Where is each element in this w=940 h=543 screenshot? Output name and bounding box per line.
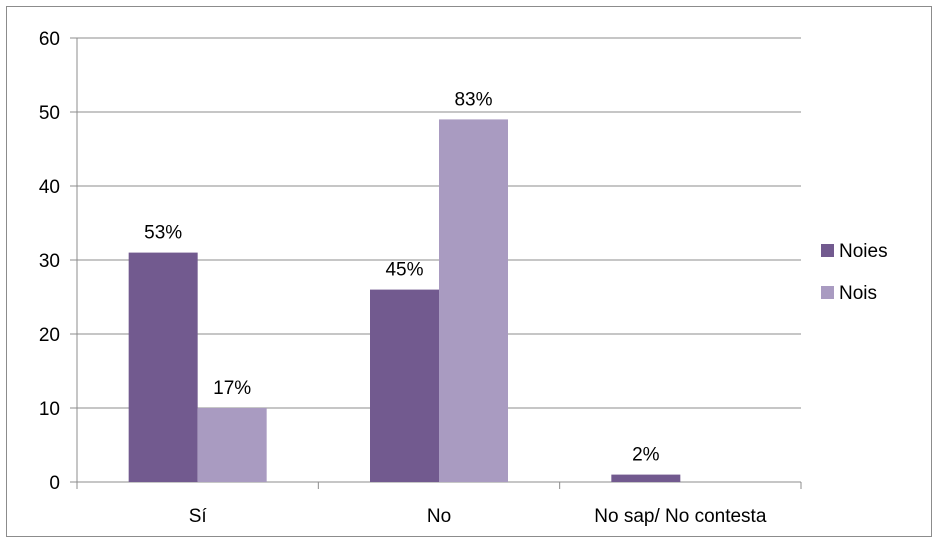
y-tick-label-20: 20 [39,325,60,346]
bar-Noies-0 [128,252,198,482]
legend-label-Noies: Noies [839,241,888,262]
data-labels: 53% 17% 45% 83% 2% [144,89,660,465]
data-label-Nois-0: 17% [213,378,251,399]
x-tick-label-0: Sí [189,506,208,527]
bars [128,119,681,483]
bar-Noies-1 [370,289,439,482]
chart-frame: 53% 17% 45% 83% 2% 0 10 20 30 40 50 60 Sí No No sap/ … [6,6,932,537]
y-tick-label-40: 40 [39,177,60,198]
legend-swatch-Noies [821,244,834,257]
y-tick-label-30: 30 [39,251,60,272]
bar-chart: 53% 17% 45% 83% 2% 0 10 20 30 40 50 60 Sí No No sap/ … [39,29,888,527]
data-label-Noies-1: 45% [385,260,423,281]
y-tick-label-10: 10 [39,399,60,420]
y-tick-label-60: 60 [39,29,60,50]
x-tick-label-1: No [427,506,451,527]
legend-label-Nois: Nois [839,283,877,304]
bar-Noies-2 [611,474,681,482]
bar-Nois-0 [197,408,267,482]
x-tick-label-2: No sap/ No contesta [594,506,767,527]
legend-swatch-Nois [821,286,834,299]
legend: Noies Nois [821,241,888,304]
data-label-Noies-2: 2% [632,445,660,466]
data-label-Nois-1: 83% [454,89,492,110]
bar-Nois-1 [439,119,508,483]
data-label-Noies-0: 53% [144,223,182,244]
y-tick-label-0: 0 [49,473,60,494]
tick-labels: 0 10 20 30 40 50 60 Sí No No sap/ No contesta [39,29,767,527]
y-tick-label-50: 50 [39,103,60,124]
